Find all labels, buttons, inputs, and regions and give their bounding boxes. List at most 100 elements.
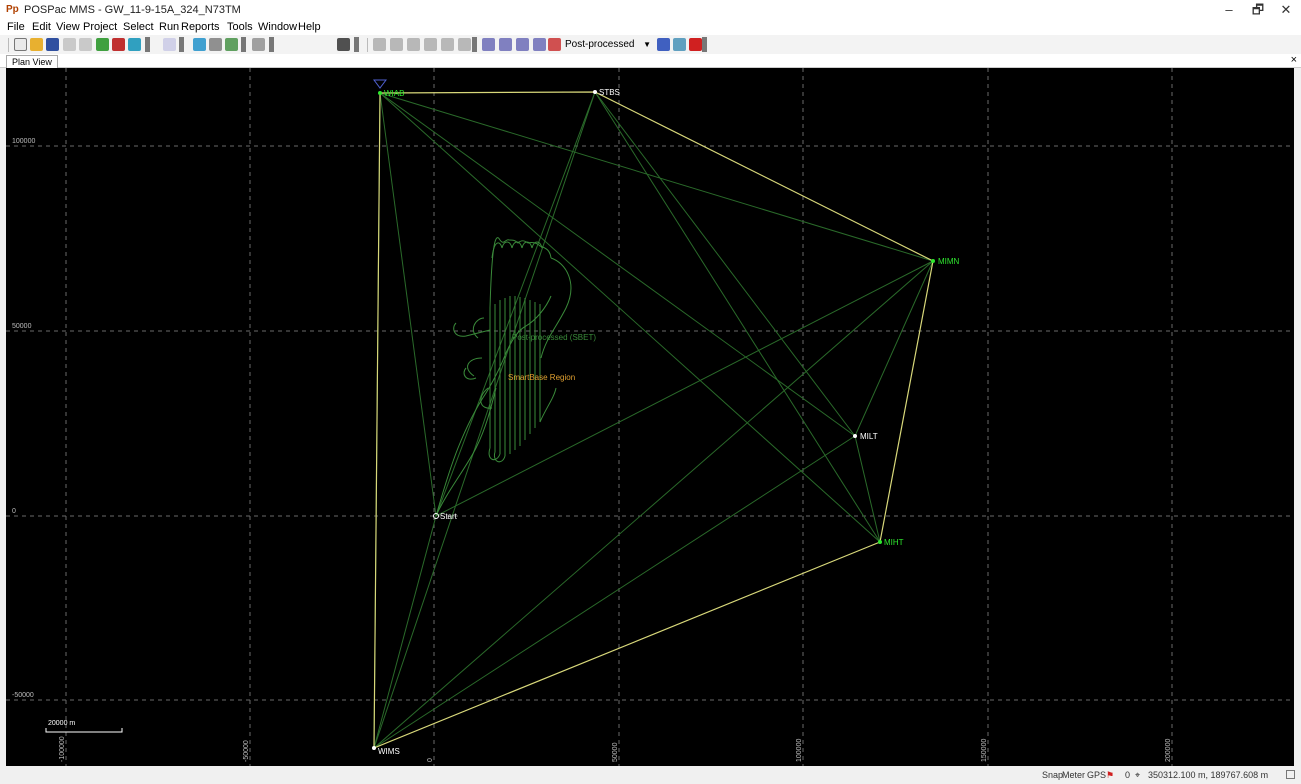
menu-view[interactable]: View [56,21,80,33]
restore-button[interactable]: 🗗 [1251,2,1265,17]
flag-icon: ⚑ [1106,770,1115,780]
save-icon[interactable] [46,38,59,51]
minimize-button[interactable]: – [1225,2,1233,17]
tab-plan-view[interactable]: Plan View [6,55,58,68]
toolbar-overflow[interactable] [702,37,707,52]
menu-bar: File Edit View Project Select Run Report… [0,20,1301,35]
station-label: STBS [599,88,620,97]
baseline [594,91,856,437]
display-icon[interactable] [337,38,350,51]
toolbar-overflow[interactable] [269,37,274,52]
export-icon[interactable] [128,38,141,51]
station-miht[interactable]: MIHT [878,538,904,547]
pan-icon[interactable] [548,38,561,51]
toolbar-overflow[interactable] [145,37,150,52]
start-label: Start [440,512,458,521]
map-icon[interactable] [193,38,206,51]
menu-window[interactable]: Window [258,21,298,33]
station-label: MILT [860,432,878,441]
x-tick-label: -50000 [243,740,250,762]
toolbar-overflow[interactable] [354,37,359,52]
properties-icon[interactable] [673,38,686,51]
title-bar: Pp POSPac MMS - GW_11-9-15A_324_N73TM – … [0,0,1301,20]
survey-turns [539,257,572,423]
region-polygon [373,91,934,749]
settings-icon[interactable] [225,38,238,51]
station-marker [378,91,382,95]
station-milt[interactable]: MILT [853,432,878,441]
snap-indicator[interactable]: Snap [1042,770,1064,780]
station-stbs[interactable]: STBS [593,88,620,97]
menu-select[interactable]: Select [123,21,154,33]
units-indicator[interactable]: Meter [1062,770,1086,780]
close-tab-icon[interactable]: × [1290,54,1297,66]
redo-icon[interactable] [79,38,92,51]
cursor-coordinates: 350312.100 m, 189767.608 m [1148,770,1269,780]
station-icon[interactable] [441,38,454,51]
zoom-in-icon[interactable] [482,38,495,51]
solution-type-select[interactable]: Post-processed ▼ [563,37,653,52]
station-icon[interactable] [373,38,386,51]
grid-lines [6,68,1294,766]
import-icon[interactable] [96,38,109,51]
station-icon[interactable] [390,38,403,51]
zoom-window-icon[interactable] [533,38,546,51]
toolbar: Post-processed ▼ [0,35,1301,54]
smartbase-region-boundary [373,91,934,749]
menu-tools[interactable]: Tools [227,21,253,33]
cursor-position-icon: ⌖ [1135,770,1141,780]
trajectory-sbet [435,237,572,517]
scale-bar-label: 20000 m [48,720,75,727]
scale-bar: 20000 m [45,720,123,733]
layout-icon[interactable] [163,38,176,51]
plan-view-map[interactable]: 100000 50000 0 -50000 -100000 -50000 0 5… [6,68,1294,766]
baseline [373,515,437,749]
time-system-indicator[interactable]: GPS [1087,770,1107,780]
toolbar-overflow[interactable] [472,37,477,52]
baseline [379,92,856,437]
station-wims[interactable]: WIMS [372,746,400,756]
station-wiab[interactable]: WIAB [373,79,404,98]
new-file-icon[interactable] [14,38,27,51]
station-label: WIAB [384,89,404,98]
station-marker [853,434,857,438]
x-tick-label: -100000 [59,736,66,762]
station-icon[interactable] [424,38,437,51]
menu-reports[interactable]: Reports [181,21,220,33]
baseline [379,92,881,543]
menu-help[interactable]: Help [298,21,321,33]
station-icon[interactable] [407,38,420,51]
grid-icon[interactable] [209,38,222,51]
trajectory-label: Post-processed (SBET) [512,333,596,342]
start-point[interactable]: Start [433,512,458,521]
station-marker [931,259,935,263]
menu-edit[interactable]: Edit [32,21,51,33]
resize-grip-icon[interactable] [1286,770,1295,779]
flag-icon[interactable] [689,38,702,51]
menu-run[interactable]: Run [159,21,180,33]
y-tick-label: 0 [12,508,16,515]
triangle-marker-icon [373,79,387,89]
zoom-extent-icon[interactable] [516,38,529,51]
close-button[interactable]: ✕ [1280,2,1292,17]
undo-icon[interactable] [63,38,76,51]
survey-turns [489,237,552,309]
toolbar-separator [8,38,9,52]
menu-file[interactable]: File [7,21,25,33]
station-mimn[interactable]: MIMN [931,257,960,266]
trajectory-path [435,387,497,517]
arrow-icon[interactable] [252,38,265,51]
status-bar: Snap Meter GPS ⚑ 0 ⌖ 350312.100 m, 18976… [0,766,1301,784]
toolbar-overflow[interactable] [179,37,184,52]
filter-icon[interactable] [657,38,670,51]
process-icon[interactable] [112,38,125,51]
document-tab-bar: Plan View × [0,54,1301,68]
zoom-out-icon[interactable] [499,38,512,51]
x-tick-label: 50000 [612,742,619,762]
station-icon[interactable] [458,38,471,51]
toolbar-overflow[interactable] [241,37,246,52]
menu-project[interactable]: Project [83,21,118,33]
open-folder-icon[interactable] [30,38,43,51]
baseline [594,91,881,543]
baseline [854,260,934,437]
